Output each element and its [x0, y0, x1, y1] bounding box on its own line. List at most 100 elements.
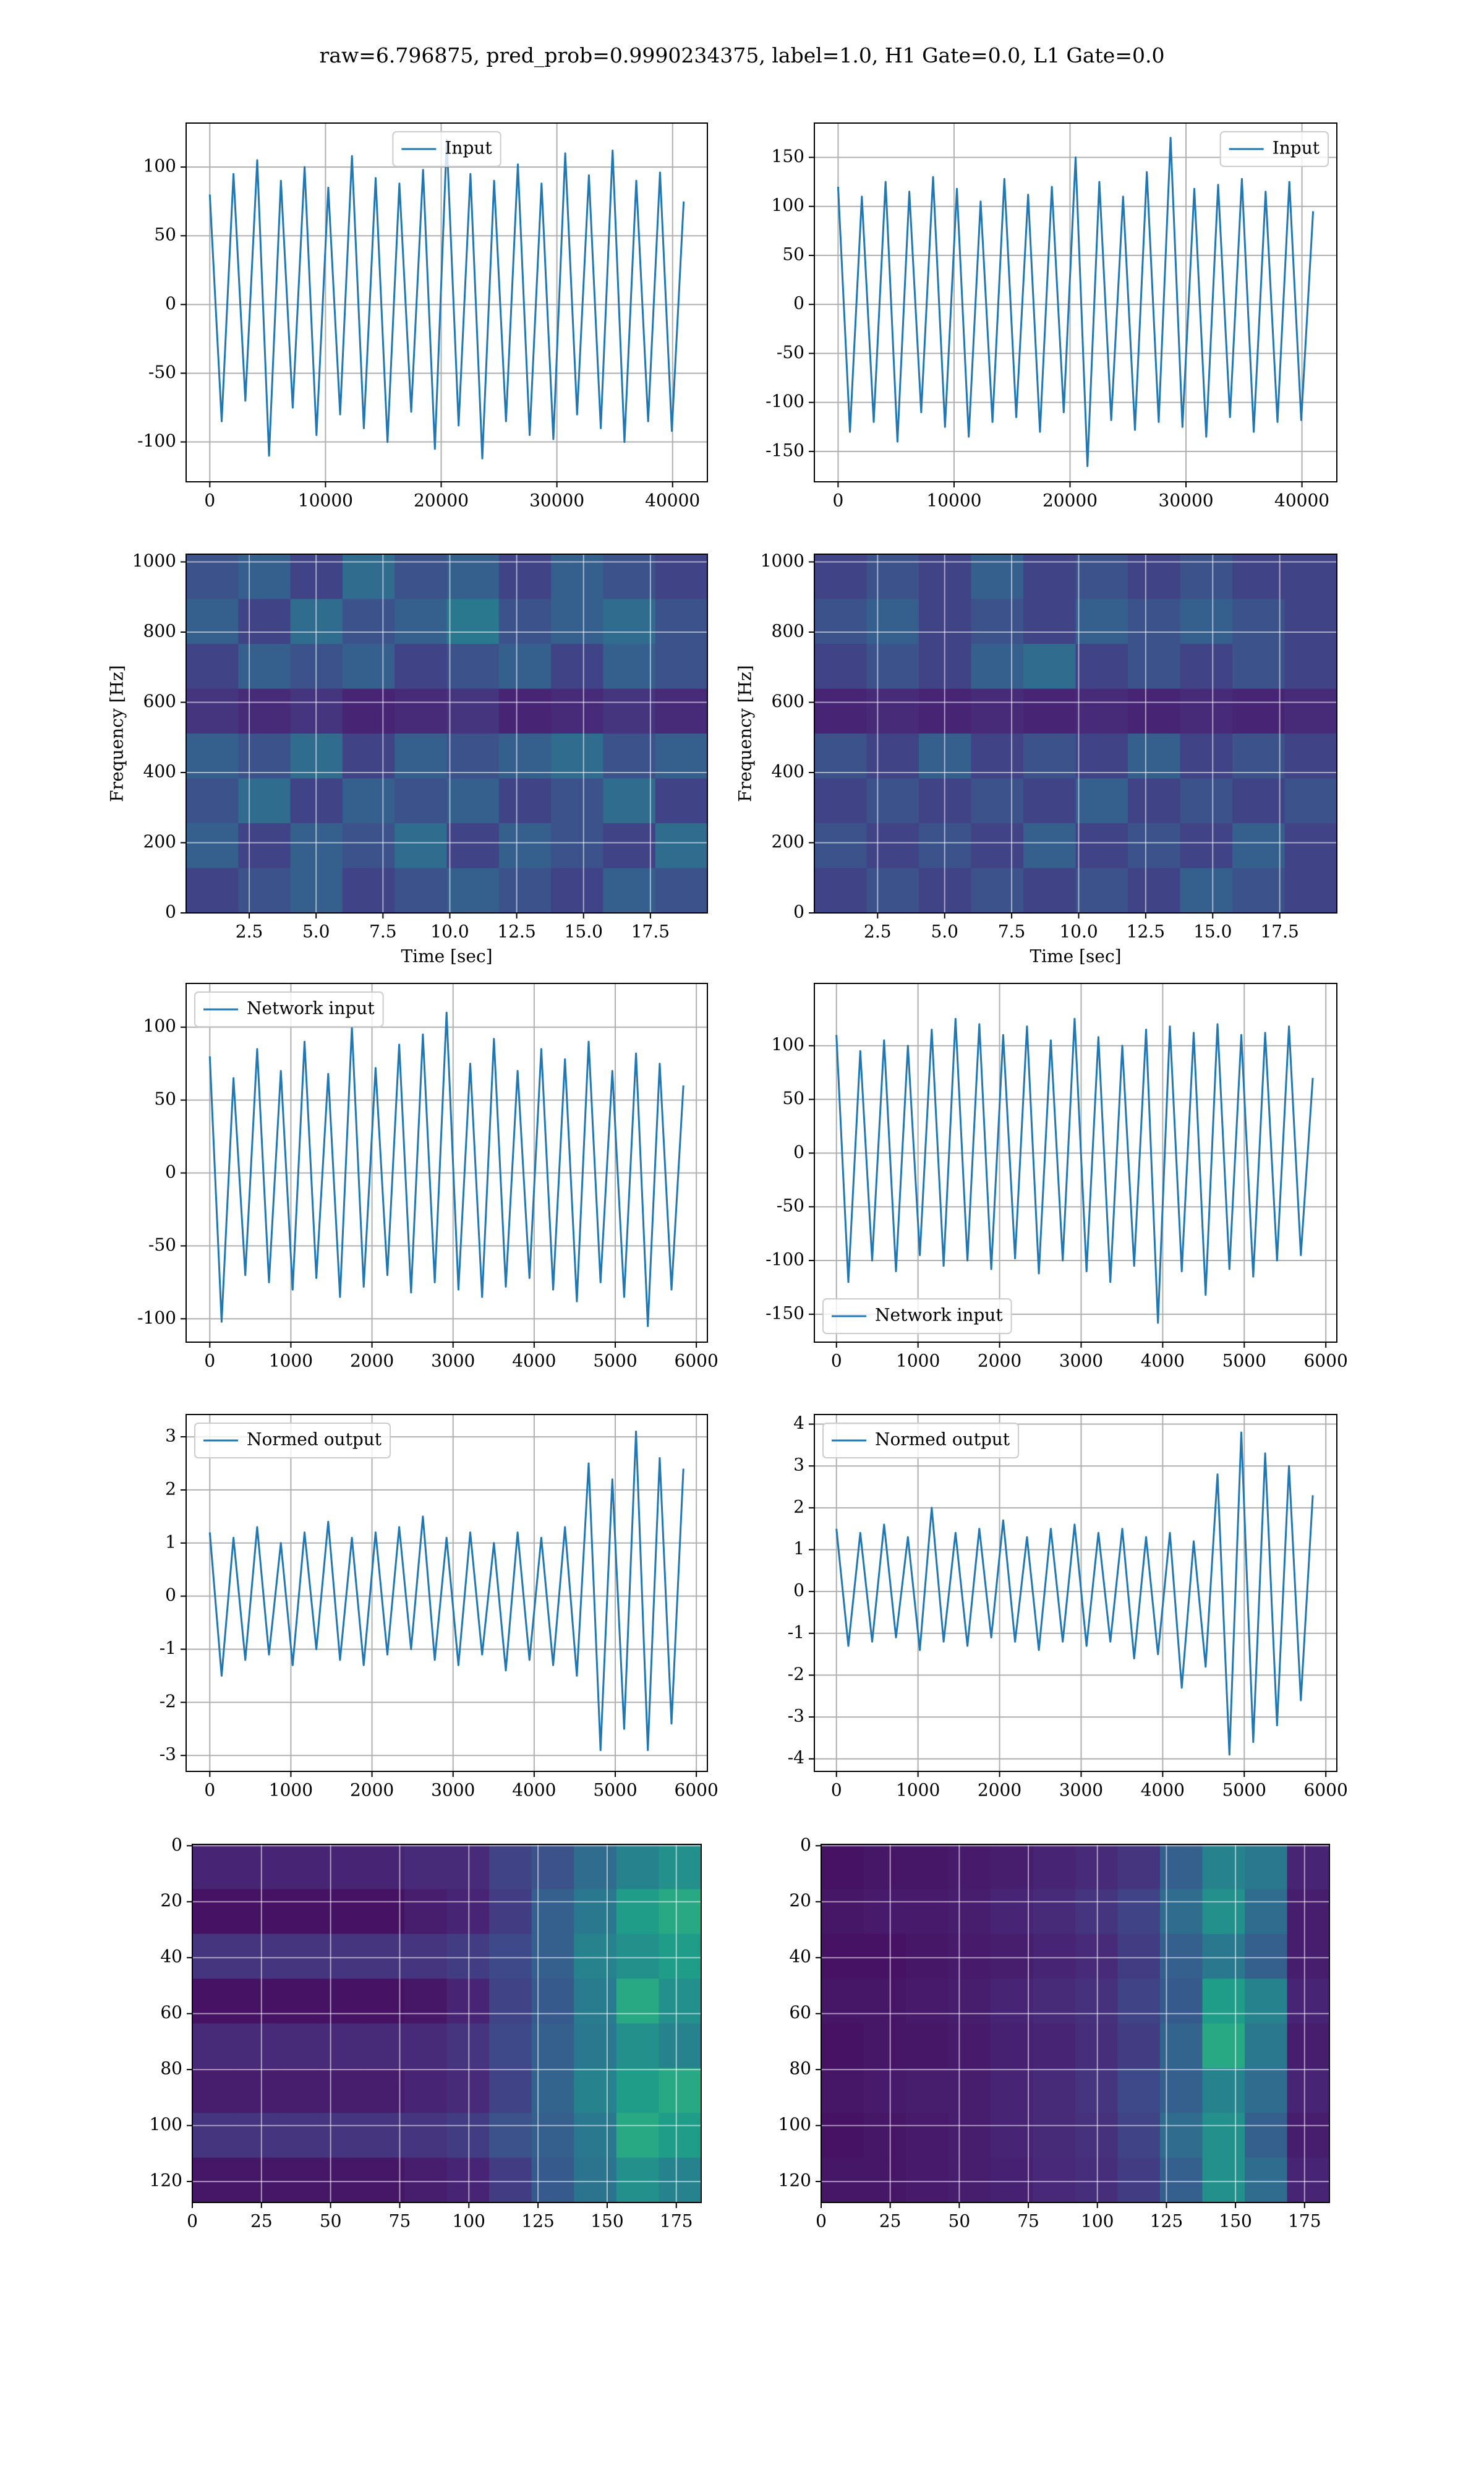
heatmap-cell — [971, 644, 1024, 689]
subplot: 0 10000 20000 30000 40000 -100 -50 0 50 100 Input — [137, 122, 708, 511]
heatmap-cell — [1180, 734, 1233, 779]
legend: Network input — [194, 991, 384, 1027]
y-tick-label: 100 — [778, 2114, 811, 2134]
y-tick-label: 60 — [789, 2002, 811, 2022]
heatmap-cell — [186, 688, 239, 734]
y-tick-label: 60 — [160, 2002, 182, 2022]
heatmap-cell — [234, 2068, 278, 2113]
heatmap-cell — [1245, 1844, 1287, 1890]
heatmap-cell — [277, 1933, 320, 1979]
heatmap-cell — [1160, 1889, 1203, 1935]
y-tick-label: 800 — [143, 620, 176, 641]
x-tick-label: 5.0 — [302, 922, 330, 942]
subplot: 0 1000 2000 3000 4000 5000 6000 -100 -50 0 50 100 Ne… — [137, 983, 719, 1371]
heatmap-cell — [531, 1889, 574, 1935]
heatmap-cell — [1160, 2113, 1203, 2159]
y-tick-label: 20 — [789, 1890, 811, 1911]
heatmap-cell — [948, 1889, 991, 1935]
heatmap-cell — [1284, 734, 1337, 779]
heatmap-cell — [192, 2157, 236, 2203]
heatmap-cell — [991, 1889, 1033, 1935]
x-tick-label: 4000 — [512, 1351, 556, 1371]
heatmap-cell — [1160, 2023, 1203, 2069]
y-tick-label: 100 — [143, 156, 176, 176]
heatmap-cell — [948, 2113, 991, 2159]
x-tick-label: 5000 — [1222, 1351, 1266, 1371]
heatmap-cell — [551, 644, 603, 689]
heatmap-cell — [277, 1979, 320, 2024]
heatmap-cell — [603, 734, 656, 779]
heatmap-cell — [1023, 599, 1076, 644]
x-tick-label: 1000 — [896, 1780, 940, 1800]
x-tick-label: 100 — [453, 2211, 485, 2232]
heatmap-cell — [574, 1844, 617, 1890]
y-tick-label: -1 — [788, 1622, 804, 1642]
heatmap-cell — [234, 2113, 278, 2159]
axes-frame — [192, 1844, 702, 2203]
heatmap-cell — [319, 1889, 362, 1935]
x-tick-label: 6000 — [675, 1780, 719, 1800]
x-tick-label: 1000 — [269, 1780, 313, 1800]
heatmap-cell — [1245, 1979, 1287, 2024]
heatmap-cell — [814, 554, 867, 599]
x-tick-label: 125 — [1150, 2211, 1183, 2232]
y-tick-label: 0 — [800, 1834, 811, 1855]
heatmap-cell — [1117, 2157, 1161, 2203]
heatmap-cell — [906, 2157, 949, 2203]
axes-frame — [186, 554, 708, 914]
y-tick-label: 600 — [772, 691, 804, 711]
heatmap-cell — [192, 2023, 236, 2069]
y-tick-label: -150 — [765, 1303, 804, 1323]
heatmap-cell — [1117, 1933, 1161, 1979]
heatmap-cell — [186, 778, 239, 824]
heatmap-cell — [906, 1889, 949, 1935]
heatmap-cell — [362, 2023, 405, 2069]
heatmap-cell — [863, 2157, 906, 2203]
heatmap-cell — [1287, 1979, 1330, 2024]
heatmap-cell — [866, 644, 919, 689]
heatmap-cell — [1075, 778, 1128, 824]
heatmap-cell — [655, 778, 708, 824]
heatmap-cell — [531, 1844, 574, 1890]
x-tick-label: 125 — [521, 2211, 554, 2232]
heatmap-cell — [863, 2068, 906, 2113]
heatmap-cell — [394, 734, 447, 779]
heatmap-cell — [1023, 644, 1076, 689]
heatmap-cell — [186, 868, 239, 914]
heatmap-cell — [906, 2113, 949, 2159]
heatmap-cell — [1033, 2068, 1076, 2113]
x-tick-label: 25 — [879, 2211, 902, 2232]
x-tick-label: 0 — [204, 1780, 215, 1800]
heatmap-cell — [655, 734, 708, 779]
heatmap-cell — [866, 599, 919, 644]
heatmap-cell — [1160, 2157, 1203, 2203]
x-tick-label: 3000 — [431, 1780, 475, 1800]
series-line — [835, 1431, 1314, 1756]
heatmap-cell — [655, 644, 708, 689]
x-tick-label: 30000 — [529, 490, 584, 511]
x-tick-label: 2000 — [350, 1351, 394, 1371]
x-tick-label: 150 — [1219, 2211, 1252, 2232]
y-tick-label: 40 — [160, 1946, 182, 1967]
y-axis-label: Frequency [Hz] — [107, 665, 127, 802]
heatmap-cell — [821, 1844, 864, 1890]
heatmap-cell — [1075, 644, 1128, 689]
heatmap-cell — [277, 1889, 320, 1935]
x-tick-label: 50 — [320, 2211, 342, 2232]
heatmap-cell — [1117, 1889, 1161, 1935]
heatmap-cell — [446, 644, 500, 689]
heatmap-cell — [446, 1979, 490, 2024]
heatmap-cell — [1180, 688, 1233, 734]
heatmap-cell — [551, 823, 603, 868]
heatmap-cell — [342, 599, 395, 644]
heatmap-cell — [1075, 688, 1128, 734]
axes-frame — [186, 983, 708, 1343]
heatmap-cell — [498, 688, 552, 734]
heatmap-cell — [1232, 734, 1285, 779]
heatmap-cell — [446, 1844, 490, 1890]
heatmap-cell — [863, 1889, 906, 1935]
legend-box — [392, 131, 501, 167]
y-tick-label: 0 — [793, 1142, 804, 1162]
x-tick-label: 4000 — [1141, 1780, 1185, 1800]
heatmap-cell — [1245, 1933, 1287, 1979]
